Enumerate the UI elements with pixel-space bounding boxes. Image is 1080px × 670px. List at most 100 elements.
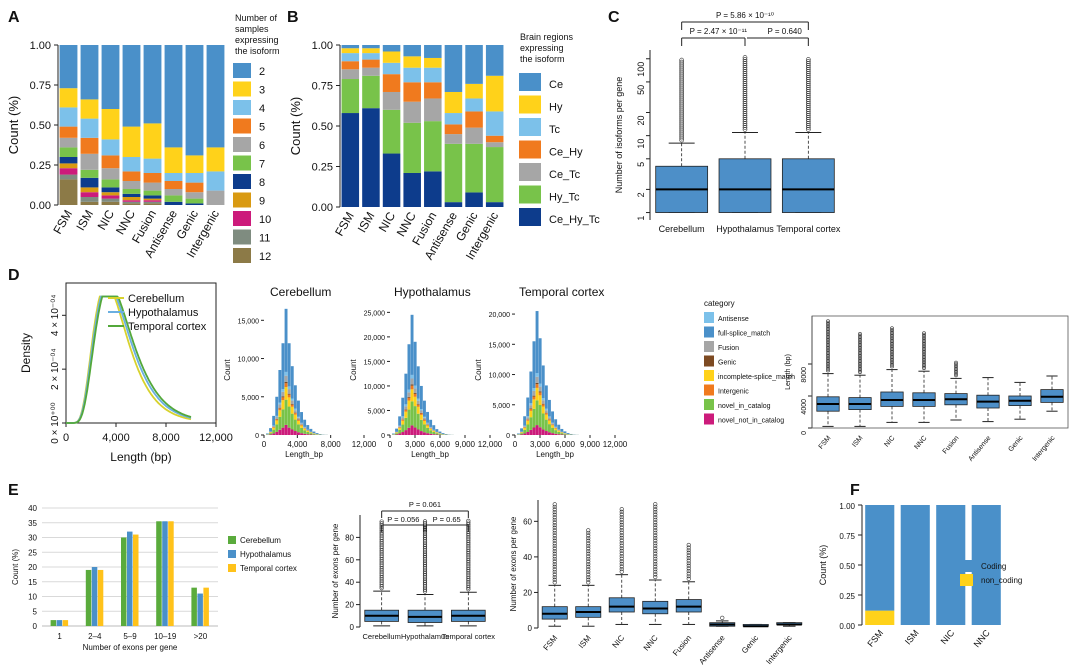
bar-segment xyxy=(80,177,99,188)
outlier-point xyxy=(552,577,557,582)
y-tick-label: 5 xyxy=(636,162,646,167)
outlier-point xyxy=(379,519,384,524)
bar xyxy=(50,620,57,626)
histogram-bin xyxy=(407,392,411,397)
legend-title: Number of xyxy=(235,13,278,23)
outlier-point xyxy=(552,567,557,572)
outlier-point xyxy=(552,546,557,551)
histogram-bin xyxy=(410,314,414,375)
x-tick-label: Hypothalamus xyxy=(401,632,449,641)
y-tick-label: 5,000 xyxy=(241,395,259,402)
histogram-bin xyxy=(278,370,282,403)
outlier-point xyxy=(806,59,811,64)
x-tick-label: 8,000 xyxy=(321,440,342,449)
legend-label: 8 xyxy=(259,177,265,189)
bar-segment xyxy=(80,118,99,138)
histogram-bin xyxy=(404,373,408,405)
histogram-bin xyxy=(548,420,551,425)
plot-frame xyxy=(811,315,1069,429)
legend-label: 10 xyxy=(259,214,271,226)
bar xyxy=(91,567,98,626)
outlier-point xyxy=(552,507,557,512)
bar-segment xyxy=(143,200,162,202)
y-tick-label: 40 xyxy=(28,504,37,513)
legend-label: 4 xyxy=(259,103,265,115)
y-tick-label: 0.75 xyxy=(839,532,855,541)
legend-label: novel_not_in_catalog xyxy=(718,418,784,425)
x-tick-label: FSM xyxy=(50,208,75,237)
histogram-bin xyxy=(297,424,300,433)
histogram-bin xyxy=(416,400,420,405)
bar-segment xyxy=(122,200,141,202)
legend-swatch xyxy=(519,185,541,204)
bar-segment xyxy=(485,202,504,207)
legend-swatch xyxy=(233,248,251,263)
outlier-point xyxy=(552,520,557,525)
histogram-bin xyxy=(551,427,554,434)
outlier-point xyxy=(552,543,557,549)
histogram-bin xyxy=(529,410,533,418)
histogram-bin xyxy=(538,338,542,384)
bar-segment xyxy=(80,137,99,154)
outlier-point xyxy=(552,536,557,541)
histogram-bin xyxy=(423,432,426,435)
histogram-bin xyxy=(523,429,527,434)
y-axis-title: Density xyxy=(19,333,33,373)
bar-segment xyxy=(444,113,463,125)
histogram-bin xyxy=(275,431,279,435)
histogram-bin xyxy=(413,388,417,394)
outlier-point xyxy=(619,535,624,540)
y-tick-label: 0.50 xyxy=(30,120,51,132)
outlier-point xyxy=(552,525,557,530)
outlier-point xyxy=(686,545,691,550)
x-tick-label: NIC xyxy=(939,627,957,646)
y-axis-title: Count xyxy=(474,359,483,381)
histogram-bin xyxy=(284,383,288,388)
histogram-bin xyxy=(541,406,545,414)
outlier-point xyxy=(586,538,591,543)
outlier-point xyxy=(586,533,591,538)
histogram-bin xyxy=(303,427,307,429)
histogram-bin xyxy=(275,424,279,432)
outlier-point xyxy=(552,559,557,564)
histogram-bin xyxy=(544,413,548,415)
outlier-point xyxy=(653,548,658,554)
histogram-bin xyxy=(529,403,533,406)
outlier-point xyxy=(552,510,557,515)
outlier-point xyxy=(686,571,691,576)
histogram-bin xyxy=(526,420,530,425)
histogram-bin xyxy=(297,419,300,421)
histogram-bin xyxy=(551,411,554,423)
outlier-point xyxy=(586,536,591,541)
histogram-bin xyxy=(557,434,561,435)
bar-segment xyxy=(59,147,78,157)
bar-segment xyxy=(485,147,504,203)
outlier-point xyxy=(552,502,557,507)
bar-segment xyxy=(382,74,401,92)
histogram-bin xyxy=(300,424,303,426)
legend-swatch xyxy=(704,355,714,367)
bar-segment xyxy=(465,45,483,84)
histogram-bin xyxy=(529,408,533,411)
histogram-bin xyxy=(309,432,313,434)
y-tick-label: 60 xyxy=(523,517,532,526)
histogram-bin xyxy=(554,419,558,427)
legend-swatch xyxy=(704,384,714,396)
x-tick-label: 5–9 xyxy=(123,632,137,641)
histogram-bin xyxy=(306,425,310,430)
bar-segment xyxy=(80,187,99,193)
outlier-point xyxy=(653,530,658,535)
x-tick-label: 8,000 xyxy=(152,432,180,444)
outlier-point xyxy=(619,533,624,538)
legend-label: Temporal cortex xyxy=(240,564,297,573)
bar-segment xyxy=(382,51,401,63)
outlier-point xyxy=(686,555,691,561)
legend-swatch xyxy=(519,208,541,226)
outlier-point xyxy=(653,515,658,520)
legend-title: expressing xyxy=(235,35,279,45)
y-tick-label: 0 xyxy=(801,431,808,435)
bar-segment xyxy=(485,111,504,136)
legend-label: full-splice_match xyxy=(718,331,770,338)
bar-segment xyxy=(80,99,99,119)
histogram-bin xyxy=(395,433,398,435)
